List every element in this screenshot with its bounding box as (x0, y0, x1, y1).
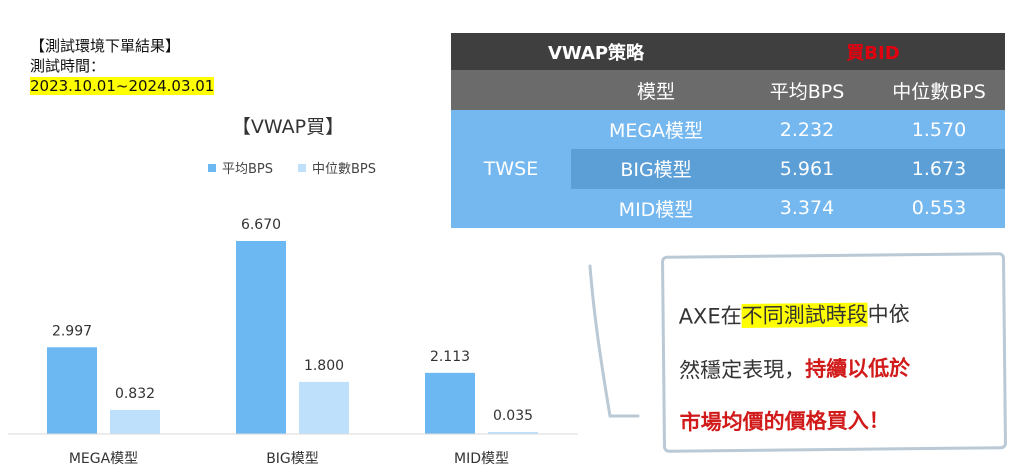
bar (425, 372, 475, 434)
avg-bps-cell: 5.961 (779, 157, 835, 180)
model-cell: MEGA模型 (608, 120, 704, 143)
legend-label: 平均BPS (222, 162, 273, 177)
note-highlight: 不同測試時段 (741, 302, 868, 328)
avg-bps-cell: 2.232 (779, 118, 835, 141)
summary-note-card: AXE在不同測試時段中依 然穩定表現，持續以低於 市場均價的價格買入！ (660, 252, 1008, 453)
vwap-strategy-table: VWAP策略 買BID 模型 平均BPS 中位數BPS TWSE MEGA模型 … (451, 33, 1005, 228)
test-period-label: 測試時間： (30, 57, 106, 75)
strategy-side: 買BID (846, 42, 900, 64)
test-period-value: 2023.10.01~2024.03.01 (30, 77, 215, 95)
bar-value-label: 0.035 (493, 408, 533, 424)
table-header-strategy-row: VWAP策略 買BID (451, 33, 1005, 70)
median-bps-cell: 1.570 (911, 118, 967, 141)
table-row: MID模型 3.374 0.553 (571, 189, 1005, 228)
category-label: MEGA模型 (69, 451, 138, 467)
bar-value-label: 2.113 (430, 349, 470, 365)
median-bps-cell: 0.553 (911, 197, 967, 220)
bar (110, 409, 160, 434)
legend-swatch (208, 164, 216, 172)
note-emphasis: 市場均價的價格買入！ (679, 408, 890, 435)
table-header-columns-row: 模型 平均BPS 中位數BPS (451, 70, 1005, 110)
chart-legend: 平均BPS 中位數BPS (208, 162, 376, 177)
note-line-3: 市場均價的價格買入！ (680, 404, 890, 436)
col-header-model: 模型 (636, 80, 675, 103)
bar-value-label: 2.997 (52, 323, 92, 339)
bar (299, 381, 349, 434)
vwap-buy-bar-chart: 【VWAP買】 平均BPS 中位數BPS 2.997 0.832 6.670 1.800… (8, 116, 578, 467)
table-row: MEGA模型 2.232 1.570 (571, 110, 1005, 149)
bar (488, 432, 538, 434)
median-bps-cell: 1.673 (911, 157, 967, 180)
bar (236, 241, 286, 434)
model-cell: MID模型 (618, 198, 694, 221)
chart-title: 【VWAP買】 (232, 116, 344, 138)
callout-bracket (588, 264, 640, 418)
bar-value-label: 1.800 (304, 358, 344, 374)
category-label: MID模型 (454, 451, 509, 467)
model-cell: BIG模型 (620, 159, 692, 182)
note-line-1: AXE在不同測試時段中依 (678, 302, 910, 329)
chart-bars: 2.997 0.832 6.670 1.800 2.113 0.035 (47, 217, 538, 434)
legend-label: 中位數BPS (312, 162, 376, 177)
avg-bps-cell: 3.374 (779, 197, 835, 220)
test-info: 【測試環境下單結果】 測試時間： 2023.10.01~2024.03.01 (30, 36, 215, 96)
bar-value-label: 0.832 (115, 386, 155, 402)
bar-value-label: 6.670 (241, 217, 281, 233)
category-label: BIG模型 (266, 451, 319, 467)
col-header-avg-bps: 平均BPS (769, 80, 845, 103)
note-emphasis: 持續以低於 (805, 356, 911, 382)
table-row: BIG模型 5.961 1.673 (571, 149, 1005, 189)
strategy-name: VWAP策略 (547, 42, 645, 64)
note-line-2: 然穩定表現，持續以低於 (679, 356, 911, 383)
x-axis-categories: MEGA模型 BIG模型 MID模型 (69, 451, 509, 467)
test-info-title: 【測試環境下單結果】 (30, 37, 181, 55)
table-body: TWSE MEGA模型 2.232 1.570 BIG模型 5.961 1.67… (451, 110, 1005, 228)
legend-swatch (298, 164, 306, 172)
market-cell: TWSE (451, 110, 571, 228)
col-header-median-bps: 中位數BPS (892, 80, 986, 103)
bar (47, 347, 97, 434)
